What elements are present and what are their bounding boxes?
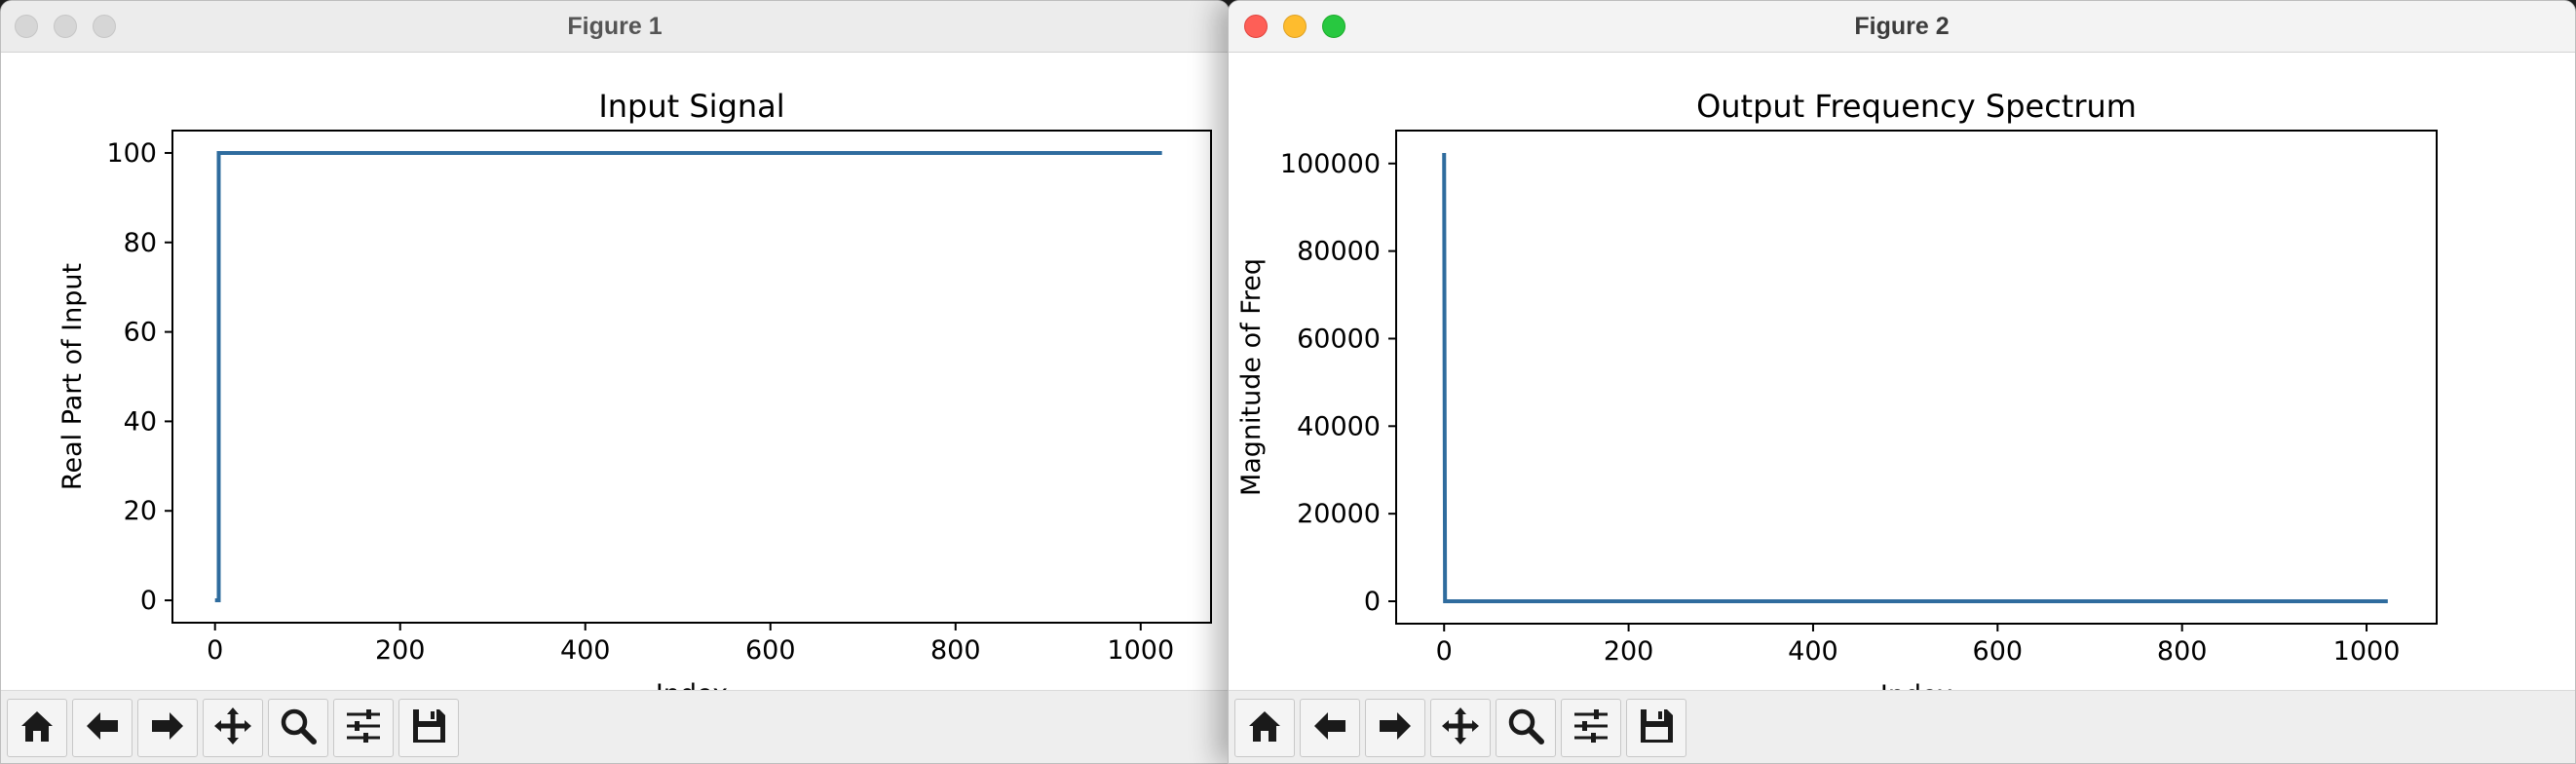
save-icon: [407, 705, 450, 752]
y-tick-label: 80: [124, 228, 157, 258]
y-tick-label: 80000: [1297, 237, 1381, 267]
minimize-button[interactable]: [54, 15, 77, 38]
y-tick-label: 60: [124, 318, 157, 348]
pan-button[interactable]: [203, 699, 263, 757]
subplots-button[interactable]: [333, 699, 394, 757]
title-bar[interactable]: Figure 1: [1, 1, 1229, 53]
x-tick-label: 600: [745, 635, 796, 666]
pan-icon: [1439, 705, 1482, 752]
pan-icon: [211, 705, 254, 752]
chart-title: Input Signal: [598, 88, 784, 125]
plot-axes: [171, 130, 1212, 624]
plot-canvas[interactable]: 0 200 400 600 800 1000 0 20 40 60 80 100 Input Signa…: [1, 52, 1230, 693]
y-tick-label: 100000: [1280, 149, 1381, 179]
save-icon: [1635, 705, 1678, 752]
home-button[interactable]: [1234, 699, 1295, 757]
x-axis-label: Index: [656, 679, 728, 693]
close-button[interactable]: [1244, 15, 1268, 38]
x-tick-label: 800: [2157, 636, 2208, 667]
navigation-toolbar: [1229, 690, 2575, 763]
y-tick-label: 0: [1364, 587, 1381, 617]
window-title: Figure 2: [1854, 13, 1950, 40]
data-line: [214, 150, 1162, 603]
y-tick-label: 40000: [1297, 411, 1381, 441]
x-tick-label: 200: [1604, 636, 1654, 667]
home-button[interactable]: [7, 699, 67, 757]
y-tick-label: 20: [124, 496, 157, 526]
figure-2-window[interactable]: Figure 2 0 200 400 600 800 1000 0 20000 40000 600…: [1228, 0, 2576, 764]
plot-axes: [1395, 130, 2438, 625]
home-icon: [1243, 705, 1286, 752]
zoom-icon: [1504, 705, 1547, 752]
forward-button[interactable]: [137, 699, 198, 757]
close-button[interactable]: [15, 15, 38, 38]
minimize-button[interactable]: [1283, 15, 1307, 38]
title-bar[interactable]: Figure 2: [1229, 1, 2575, 53]
x-tick-label: 0: [1436, 636, 1453, 667]
zoom-button[interactable]: [1496, 699, 1556, 757]
back-button[interactable]: [72, 699, 133, 757]
y-tick-label: 20000: [1297, 499, 1381, 529]
data-line: [1442, 152, 2388, 603]
figure-1-window[interactable]: Figure 1 0 200 400 600 800 1000 0 20 40 60 80 100 In…: [0, 0, 1230, 764]
navigation-toolbar: [1, 690, 1229, 763]
y-tick-label: 100: [106, 138, 157, 169]
x-tick-label: 400: [560, 635, 611, 666]
x-tick-label: 400: [1788, 636, 1838, 667]
plot-canvas[interactable]: 0 200 400 600 800 1000 0 20000 40000 60000 80000 10…: [1229, 52, 2576, 693]
x-axis-label: Index: [1880, 680, 1952, 693]
x-tick-label: 200: [375, 635, 426, 666]
subplots-icon: [1570, 705, 1612, 752]
zoom-window-button[interactable]: [93, 15, 116, 38]
x-tick-label: 1000: [2333, 636, 2401, 667]
save-button[interactable]: [398, 699, 459, 757]
save-button[interactable]: [1626, 699, 1686, 757]
back-arrow-icon: [1308, 705, 1351, 752]
y-tick-label: 60000: [1297, 324, 1381, 354]
subplots-button[interactable]: [1561, 699, 1621, 757]
y-tick-label: 40: [124, 406, 157, 437]
y-axis-label: Real Part of Input: [57, 263, 88, 490]
forward-arrow-icon: [1374, 705, 1417, 752]
chart-title: Output Frequency Spectrum: [1696, 88, 2137, 125]
x-tick-label: 1000: [1107, 635, 1174, 666]
zoom-icon: [277, 705, 320, 752]
forward-button[interactable]: [1365, 699, 1425, 757]
subplots-icon: [342, 705, 385, 752]
home-icon: [16, 705, 58, 752]
back-arrow-icon: [81, 705, 124, 752]
back-button[interactable]: [1300, 699, 1360, 757]
zoom-window-button[interactable]: [1322, 15, 1345, 38]
y-axis-label: Magnitude of Freq: [1236, 258, 1267, 496]
x-tick-label: 0: [207, 635, 223, 666]
zoom-button[interactable]: [268, 699, 328, 757]
y-tick-label: 0: [140, 586, 157, 616]
forward-arrow-icon: [146, 705, 189, 752]
window-title: Figure 1: [567, 13, 663, 40]
x-tick-label: 800: [930, 635, 981, 666]
x-tick-label: 600: [1973, 636, 2024, 667]
pan-button[interactable]: [1430, 699, 1491, 757]
